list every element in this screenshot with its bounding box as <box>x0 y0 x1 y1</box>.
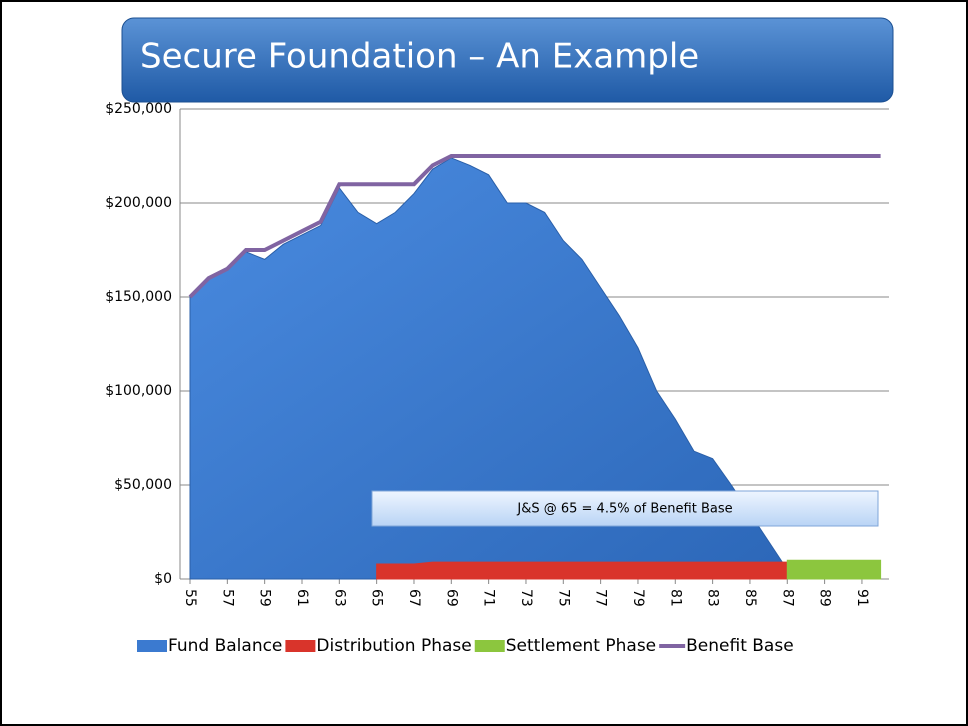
x-tick-label: 79 <box>630 589 646 607</box>
y-tick-label: $0 <box>154 571 172 587</box>
y-tick-label: $100,000 <box>105 383 172 399</box>
x-tick-label: 61 <box>294 589 310 607</box>
legend-swatch <box>474 640 505 652</box>
y-tick-label: $150,000 <box>105 289 172 305</box>
area-series <box>376 561 788 580</box>
legend-label: Settlement Phase <box>506 636 656 656</box>
x-tick-label: 59 <box>257 589 273 607</box>
legend-label: Benefit Base <box>686 636 794 656</box>
legend-swatch <box>285 640 316 652</box>
legend-swatch <box>137 640 167 652</box>
x-tick-label: 69 <box>443 589 459 607</box>
legend-label: Fund Balance <box>168 636 282 656</box>
title-banner <box>121 17 894 103</box>
x-tick-label: 67 <box>406 589 422 607</box>
x-tick-label: 77 <box>593 589 609 607</box>
x-tick-label: 89 <box>817 589 833 607</box>
legend-label: Distribution Phase <box>316 636 471 656</box>
x-tick-label: 71 <box>481 589 497 607</box>
x-tick-label: 91 <box>854 589 870 607</box>
area-series <box>189 157 788 580</box>
x-tick-label: 63 <box>331 589 347 607</box>
line-series <box>188 154 881 299</box>
y-tick-label: $50,000 <box>114 477 172 493</box>
plot: $0 $50,000 $100,000 $150,000 $200,000 $250,00… <box>105 101 889 656</box>
chart-title: Secure Foundation – An Example <box>140 37 699 77</box>
x-tick-label: 81 <box>667 589 683 607</box>
x-tick-label: 73 <box>518 589 534 607</box>
x-tick-label: 65 <box>369 589 385 607</box>
y-tick-label: $250,000 <box>105 101 172 117</box>
x-tick-label: 55 <box>182 589 198 607</box>
area-series <box>786 559 882 580</box>
y-tick-label: $200,000 <box>105 195 172 211</box>
x-tick-label: 75 <box>555 589 571 607</box>
x-tick-label: 85 <box>742 589 758 607</box>
x-tick-label: 57 <box>219 589 235 607</box>
x-tick-label: 87 <box>779 589 795 607</box>
annotation: J&S @ 65 = 4.5% of Benefit Base <box>516 502 732 517</box>
annotation-box <box>371 490 879 527</box>
x-tick-label: 83 <box>705 589 721 607</box>
